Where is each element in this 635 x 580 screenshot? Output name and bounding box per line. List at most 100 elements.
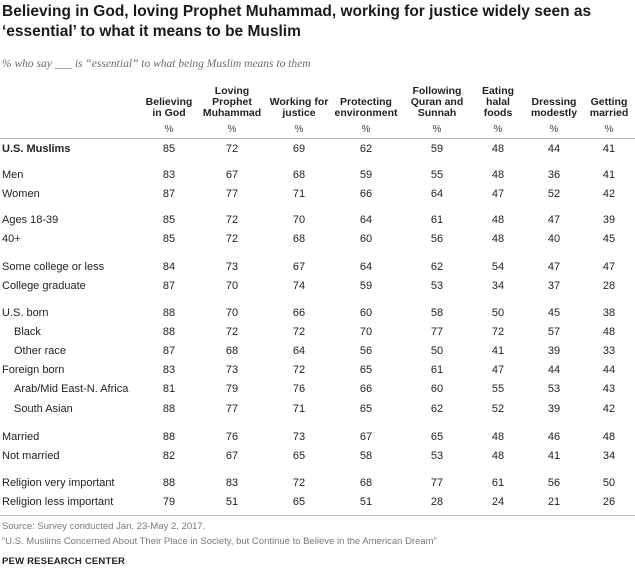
table-cell: 88 bbox=[162, 477, 176, 489]
row-label: Religion less important bbox=[2, 496, 114, 508]
table-cell: 72 bbox=[225, 326, 239, 338]
table-cell: 64 bbox=[359, 261, 373, 273]
row-label: Religion very important bbox=[2, 477, 115, 489]
table-cell: 73 bbox=[292, 431, 306, 443]
table-cell: 38 bbox=[602, 307, 616, 319]
table-cell: 42 bbox=[602, 188, 616, 200]
table-cell: 55 bbox=[491, 383, 505, 395]
table-cell: 87 bbox=[162, 345, 176, 357]
table-cell: 51 bbox=[359, 496, 373, 508]
column-header: Believing in God bbox=[134, 79, 204, 119]
table-cell: 66 bbox=[292, 307, 306, 319]
table-cell: 42 bbox=[602, 403, 616, 415]
table-cell: 72 bbox=[292, 326, 306, 338]
table-cell: 59 bbox=[359, 280, 373, 292]
table-cell: 87 bbox=[162, 280, 176, 292]
table-cell: 67 bbox=[225, 450, 239, 462]
table-cell: 65 bbox=[359, 403, 373, 415]
table-cell: 43 bbox=[602, 383, 616, 395]
table-cell: 88 bbox=[162, 431, 176, 443]
table-cell: 62 bbox=[430, 403, 444, 415]
column-header: Dressing modestly bbox=[519, 79, 589, 119]
column-header-label: Getting married bbox=[589, 96, 629, 119]
footer-divider bbox=[0, 515, 635, 516]
table-cell: 74 bbox=[292, 280, 306, 292]
table-cell: 51 bbox=[225, 496, 239, 508]
table-cell: 36 bbox=[547, 169, 561, 181]
table-cell: 70 bbox=[359, 326, 373, 338]
table-cell: 47 bbox=[547, 214, 561, 226]
table-cell: 73 bbox=[225, 364, 239, 376]
table-cell: 47 bbox=[491, 188, 505, 200]
unit-label: % bbox=[227, 124, 237, 135]
row-label: Married bbox=[2, 431, 40, 443]
table-cell: 73 bbox=[225, 261, 239, 273]
table-cell: 48 bbox=[491, 450, 505, 462]
table-cell: 88 bbox=[162, 403, 176, 415]
unit-label: % bbox=[493, 124, 503, 135]
table-cell: 24 bbox=[491, 496, 505, 508]
table-cell: 60 bbox=[359, 307, 373, 319]
table-cell: 56 bbox=[359, 345, 373, 357]
row-label: 40+ bbox=[2, 233, 21, 245]
table-cell: 48 bbox=[602, 431, 616, 443]
table-cell: 45 bbox=[602, 233, 616, 245]
table-cell: 70 bbox=[225, 307, 239, 319]
table-cell: 54 bbox=[491, 261, 505, 273]
table-cell: 65 bbox=[292, 496, 306, 508]
table-cell: 48 bbox=[491, 169, 505, 181]
table-cell: 65 bbox=[359, 364, 373, 376]
table-cell: 61 bbox=[430, 214, 444, 226]
table-cell: 64 bbox=[292, 345, 306, 357]
table-cell: 58 bbox=[430, 307, 444, 319]
column-header-label: Dressing modestly bbox=[530, 96, 578, 119]
unit-label: % bbox=[361, 124, 371, 135]
source-note: Source: Survey conducted Jan. 23-May 2, … bbox=[2, 521, 206, 532]
table-cell: 50 bbox=[491, 307, 505, 319]
table-cell: 48 bbox=[491, 214, 505, 226]
table-cell: 34 bbox=[602, 450, 616, 462]
table-cell: 61 bbox=[491, 477, 505, 489]
chart-subtitle: % who say ___ is “essential” to what bei… bbox=[2, 58, 311, 70]
table-cell: 46 bbox=[547, 431, 561, 443]
table-cell: 72 bbox=[225, 143, 239, 155]
table-cell: 76 bbox=[225, 431, 239, 443]
table-cell: 39 bbox=[547, 403, 561, 415]
table-cell: 65 bbox=[292, 450, 306, 462]
table-cell: 50 bbox=[430, 345, 444, 357]
report-note: “U.S. Muslims Concerned About Their Plac… bbox=[2, 536, 437, 547]
column-header: Getting married bbox=[574, 79, 635, 119]
table-cell: 64 bbox=[359, 214, 373, 226]
table-cell: 26 bbox=[602, 496, 616, 508]
table-cell: 28 bbox=[430, 496, 444, 508]
unit-label: % bbox=[164, 124, 174, 135]
row-label: Arab/Mid East-N. Africa bbox=[14, 383, 129, 395]
table-cell: 28 bbox=[602, 280, 616, 292]
column-header: Protecting environment bbox=[331, 79, 401, 119]
table-cell: 53 bbox=[430, 280, 444, 292]
table-cell: 41 bbox=[602, 169, 616, 181]
table-cell: 70 bbox=[225, 280, 239, 292]
table-cell: 77 bbox=[430, 477, 444, 489]
table-cell: 40 bbox=[547, 233, 561, 245]
table-cell: 41 bbox=[602, 143, 616, 155]
row-label: U.S. Muslims bbox=[2, 143, 71, 155]
table-cell: 66 bbox=[359, 188, 373, 200]
table-cell: 60 bbox=[430, 383, 444, 395]
table-cell: 44 bbox=[547, 143, 561, 155]
table-cell: 50 bbox=[602, 477, 616, 489]
table-cell: 87 bbox=[162, 188, 176, 200]
table-cell: 79 bbox=[162, 496, 176, 508]
unit-label: % bbox=[432, 124, 442, 135]
table-cell: 56 bbox=[547, 477, 561, 489]
unit-label: % bbox=[604, 124, 614, 135]
table-cell: 62 bbox=[430, 261, 444, 273]
table-cell: 83 bbox=[162, 364, 176, 376]
table-cell: 68 bbox=[292, 169, 306, 181]
table-cell: 41 bbox=[547, 450, 561, 462]
table-cell: 21 bbox=[547, 496, 561, 508]
table-cell: 85 bbox=[162, 233, 176, 245]
column-header: Working for justice bbox=[264, 79, 334, 119]
column-header-label: Protecting environment bbox=[334, 96, 398, 119]
table-cell: 85 bbox=[162, 143, 176, 155]
